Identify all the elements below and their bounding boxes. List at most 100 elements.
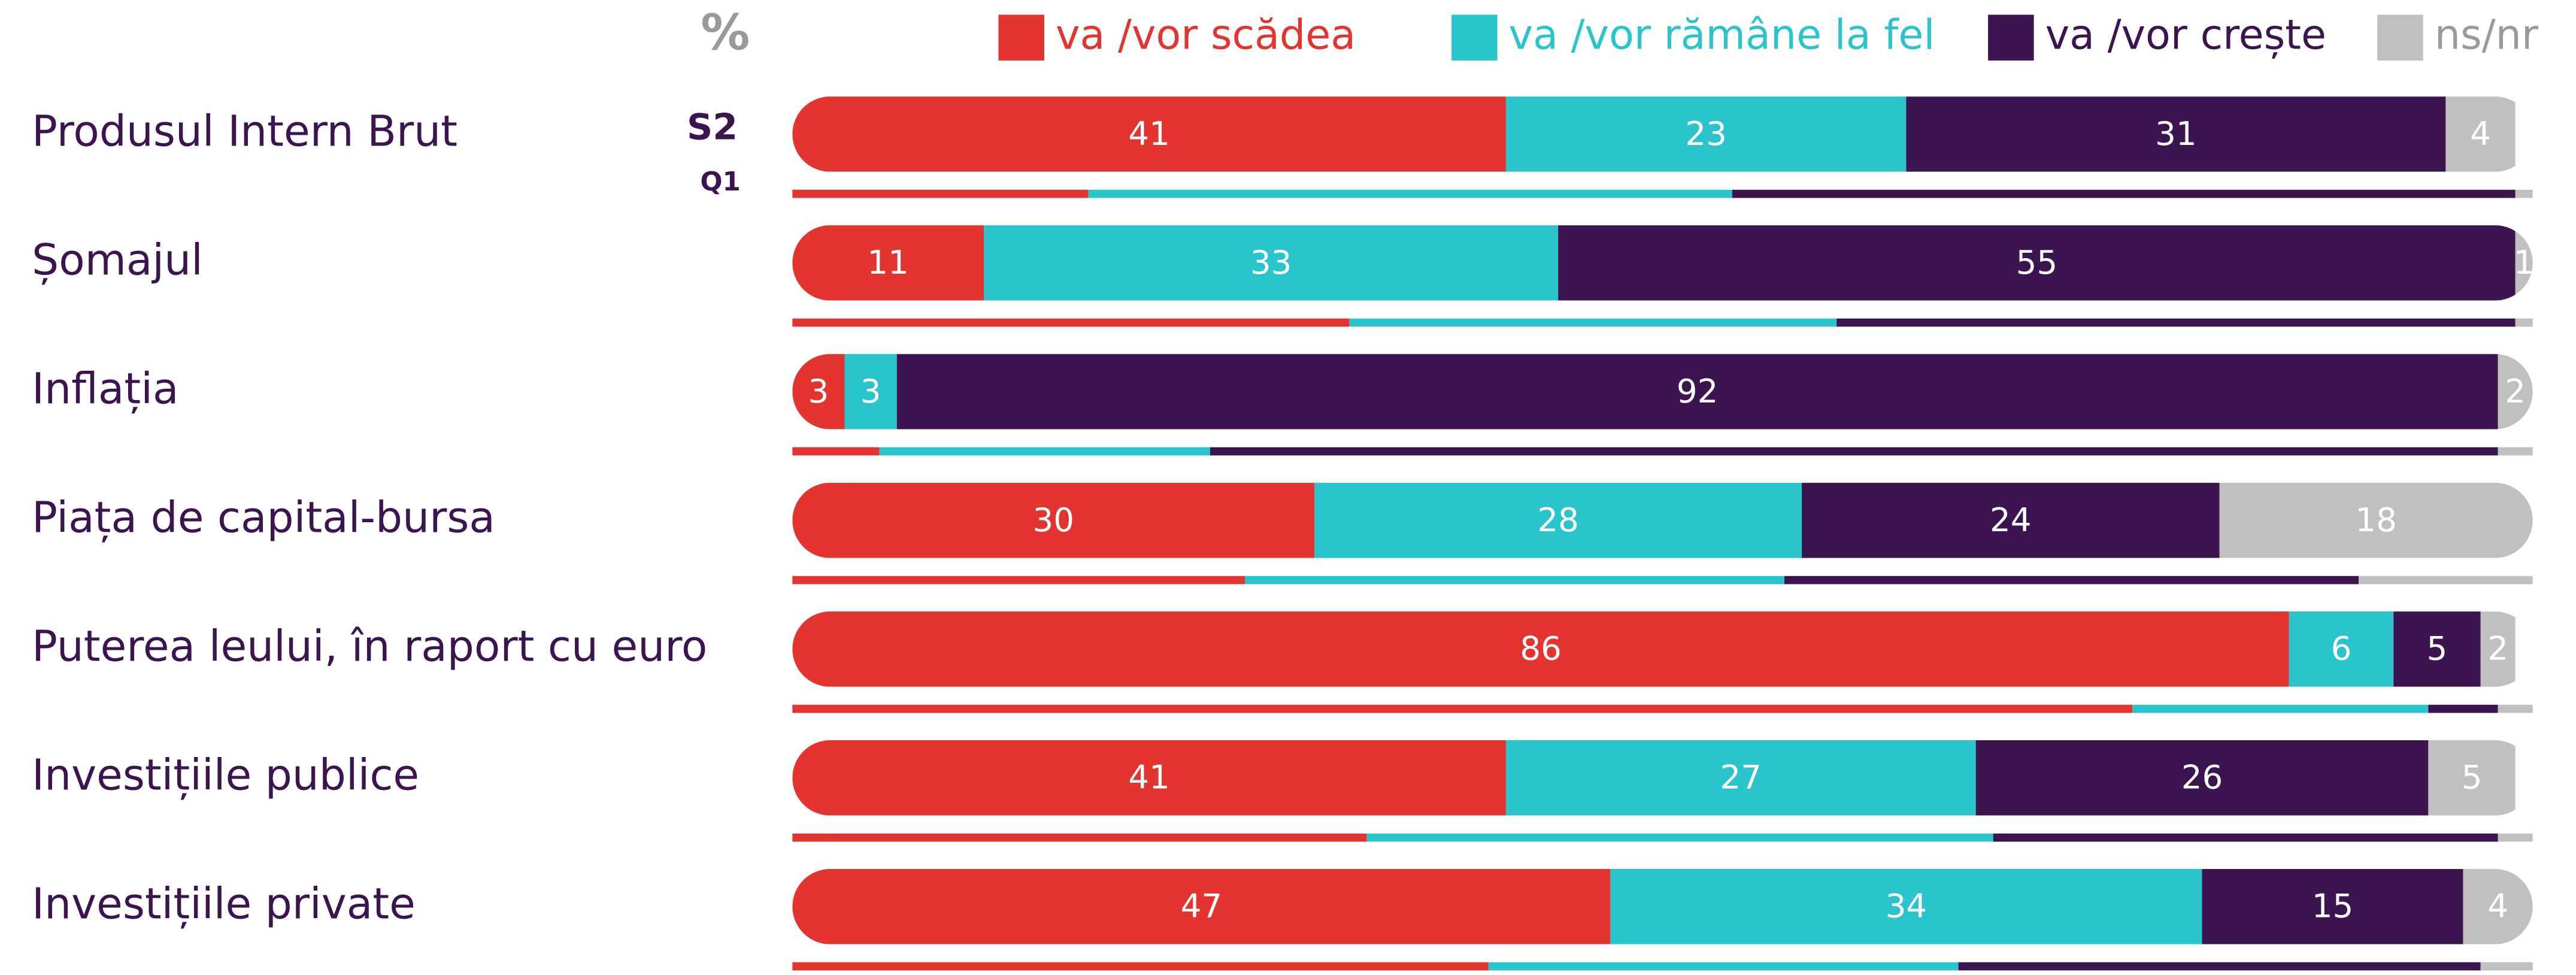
q1-segment bbox=[2498, 833, 2533, 842]
bar-value-label: 5 bbox=[2426, 629, 2447, 668]
q1-segment bbox=[1366, 833, 1993, 842]
bar-segment bbox=[2463, 868, 2533, 944]
bar-value-label: 4 bbox=[2487, 887, 2508, 925]
legend-swatch bbox=[1988, 14, 2034, 61]
legend-label: va /vor scădea bbox=[1056, 11, 1356, 59]
bar-segment bbox=[1802, 483, 2220, 558]
bar-value-label: 34 bbox=[1886, 887, 1928, 925]
bar-value-label: 6 bbox=[2331, 629, 2352, 668]
bar-segment bbox=[792, 483, 1315, 558]
bar-segment bbox=[896, 354, 2498, 429]
q1-segment bbox=[1732, 189, 2516, 198]
bar-value-label: 47 bbox=[1181, 887, 1223, 925]
bar-row: 47 34 15 4 bbox=[792, 868, 2533, 944]
bar-value-label: 86 bbox=[1520, 629, 1562, 668]
bar-segment bbox=[2202, 868, 2463, 944]
bar-row: 86 6 5 2 bbox=[792, 611, 2516, 687]
bar-value-label: 1 bbox=[2514, 243, 2535, 281]
bar-row: 41 27 26 5 bbox=[792, 740, 2516, 816]
bar-segment bbox=[1505, 740, 1976, 816]
q1-segment bbox=[792, 833, 1367, 842]
legend-swatch bbox=[1451, 14, 1498, 61]
bar-segment bbox=[1906, 96, 2446, 172]
legend-label: va /vor rămâne la fel bbox=[1509, 11, 1935, 59]
bar-row: 11 33 55 1 bbox=[792, 225, 2535, 301]
unit-label: % bbox=[701, 5, 750, 62]
bar-segment bbox=[1558, 225, 2516, 301]
bar-segment bbox=[1610, 868, 2202, 944]
bar-value-label: 27 bbox=[1720, 758, 1762, 797]
bar-segment bbox=[1505, 96, 1907, 172]
q1-segment bbox=[1488, 962, 1959, 971]
q1-segment bbox=[1210, 447, 2498, 456]
bar-value-label: 33 bbox=[1250, 243, 1292, 281]
bar-segment bbox=[792, 96, 1506, 172]
bar-segment bbox=[792, 740, 1506, 816]
bar-segment bbox=[2289, 611, 2394, 687]
bar-value-label: 2 bbox=[2505, 372, 2526, 410]
bar-segment bbox=[792, 611, 2289, 687]
bar-segment bbox=[844, 354, 897, 429]
bar-value-label: 4 bbox=[2470, 114, 2491, 153]
bar-value-label: 24 bbox=[1990, 501, 2032, 539]
category-label: Investițiile private bbox=[32, 879, 416, 928]
q1-segment bbox=[2515, 189, 2533, 198]
category-label: Puterea leului, în raport cu euro bbox=[32, 621, 707, 671]
bar-value-label: 28 bbox=[1537, 501, 1579, 539]
bar-row: 41 23 31 4 bbox=[792, 96, 2516, 172]
q1-segment bbox=[2428, 704, 2498, 713]
period-label: S2 bbox=[687, 106, 738, 148]
q1-segment bbox=[792, 704, 2133, 713]
q1-segment bbox=[792, 447, 880, 456]
bar-segment bbox=[984, 225, 1559, 301]
legend-swatch bbox=[998, 14, 1044, 61]
bar-row: 30 28 24 18 bbox=[792, 483, 2533, 558]
legend-swatch bbox=[2377, 14, 2423, 61]
bar-value-label: 23 bbox=[1685, 114, 1727, 153]
bar-value-label: 5 bbox=[2462, 758, 2483, 797]
bar-value-label: 30 bbox=[1033, 501, 1075, 539]
q1-segment bbox=[1958, 962, 2481, 971]
q1-segment bbox=[1349, 318, 1837, 327]
q1-segment bbox=[2132, 704, 2429, 713]
bar-value-label: 3 bbox=[860, 372, 881, 410]
category-label: Inflația bbox=[32, 364, 178, 413]
q1-segment bbox=[1088, 189, 1732, 198]
bar-value-label: 31 bbox=[2155, 114, 2197, 153]
q1-segment bbox=[879, 447, 1210, 456]
q1-segment bbox=[2359, 576, 2533, 585]
bar-value-label: 41 bbox=[1128, 758, 1170, 797]
bar-segment bbox=[1314, 483, 1802, 558]
q1-segment bbox=[1244, 576, 1784, 585]
period-label: Q1 bbox=[700, 166, 741, 197]
q1-segment bbox=[792, 962, 1489, 971]
bar-segment bbox=[2219, 483, 2533, 558]
bar-segment bbox=[2393, 611, 2481, 687]
legend-label: ns/nr bbox=[2435, 11, 2539, 59]
bar-segment bbox=[792, 225, 984, 301]
legend-label: va /vor crește bbox=[2045, 11, 2326, 59]
q1-segment bbox=[792, 576, 1245, 585]
bar-segment bbox=[792, 868, 1611, 944]
q1-segment bbox=[1836, 318, 2516, 327]
bar-segment bbox=[2480, 611, 2516, 687]
bar-value-label: 92 bbox=[1677, 372, 1719, 410]
bar-value-label: 11 bbox=[867, 243, 909, 281]
bar-value-label: 15 bbox=[2312, 887, 2354, 925]
category-label: Investițiile publice bbox=[32, 750, 419, 800]
bar-value-label: 26 bbox=[2181, 758, 2223, 797]
bar-value-label: 18 bbox=[2355, 501, 2397, 539]
q1-segment bbox=[1784, 576, 2359, 585]
q1-segment bbox=[2515, 318, 2533, 327]
bar-value-label: 55 bbox=[2016, 243, 2058, 281]
category-label: Șomajul bbox=[32, 235, 203, 284]
bar-value-label: 3 bbox=[808, 372, 829, 410]
q1-segment bbox=[792, 318, 1350, 327]
bar-value-label: 41 bbox=[1128, 114, 1170, 153]
bar-row: 3 3 92 2 bbox=[792, 354, 2533, 429]
q1-segment bbox=[2498, 704, 2533, 713]
q1-segment bbox=[2480, 962, 2533, 971]
bar-value-label: 2 bbox=[2487, 629, 2508, 668]
category-label: Produsul Intern Brut bbox=[32, 107, 457, 156]
